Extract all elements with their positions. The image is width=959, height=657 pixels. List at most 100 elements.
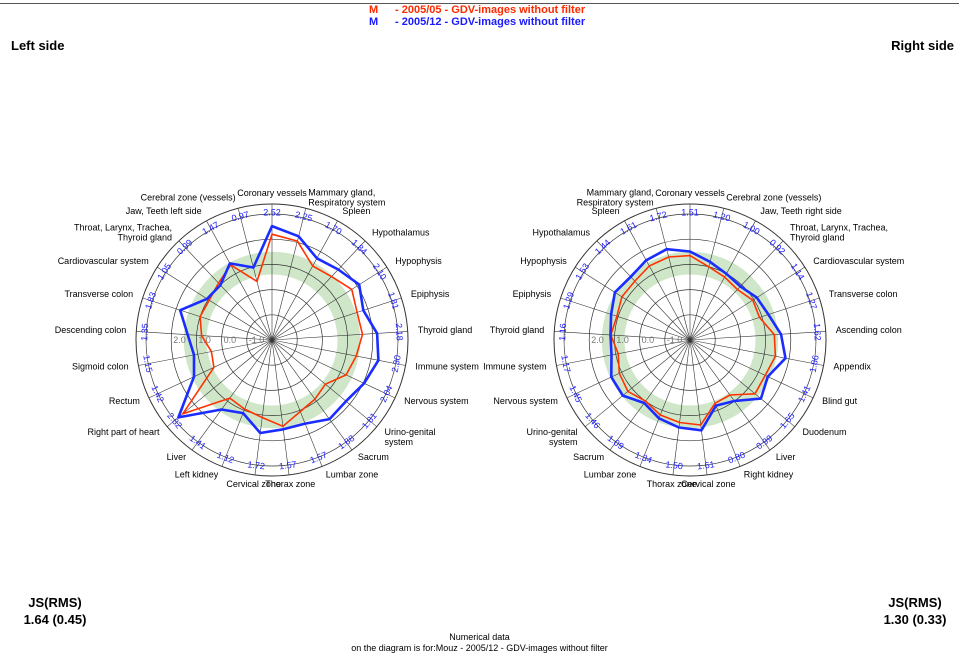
right-value-label: 1.72	[649, 209, 668, 223]
left-spoke	[157, 266, 273, 341]
left-value-label: 1.35	[139, 323, 150, 341]
right-value-label: 1.17	[559, 354, 572, 373]
left-value-label: 2.52	[263, 207, 281, 217]
left-spoke	[178, 240, 273, 341]
right-zone-label: Blind gut	[822, 397, 858, 407]
left-zone-label: Rectum	[109, 397, 140, 407]
left-ring-label: 0.0	[224, 335, 237, 345]
left-spoke	[271, 220, 338, 341]
right-value-label: 1.86	[808, 354, 821, 373]
legend-entry-1: M - 2005/05 - GDV-images without filter	[369, 4, 585, 16]
right-zone-label: Hypophysis	[520, 256, 567, 266]
right-spoke	[689, 331, 826, 341]
right-value-label: 1.50	[665, 459, 684, 471]
right-ring-label: 2.0	[591, 335, 604, 345]
right-value-label: 1.45	[567, 384, 584, 404]
left-zone-label: Thyroid gland	[418, 325, 473, 335]
right-spoke	[689, 297, 820, 341]
left-value-label: 1.72	[247, 459, 266, 471]
left-value-label: 1.42	[149, 384, 166, 404]
right-zone-label: Cardiovascular system	[813, 256, 904, 266]
left-zone-label: Hypothalamus	[372, 228, 430, 238]
right-spoke	[566, 339, 691, 399]
left-value-label: 1.05	[155, 262, 173, 282]
left-zone-label: Cervical zone	[226, 479, 281, 489]
right-spoke	[556, 339, 691, 366]
right-value-label: 1.27	[804, 291, 819, 311]
right-side-title: Right side	[891, 38, 954, 53]
right-ring-label: 1.0	[616, 335, 629, 345]
right-zone-label: Throat, Larynx, Trachea, Thyroid gland	[790, 223, 888, 243]
left-series-1-line	[181, 233, 364, 428]
left-spoke	[271, 339, 353, 451]
right-value-label: 1.29	[561, 291, 576, 311]
left-value-label: 1.57	[279, 459, 298, 471]
left-spoke	[191, 339, 273, 451]
left-value-label: 2.10	[371, 262, 389, 282]
left-value-label: 0.97	[231, 209, 250, 223]
left-value-label: 1.84	[350, 237, 370, 256]
left-spoke	[271, 331, 408, 341]
left-spoke	[206, 220, 273, 341]
left-zone-label: Coronary vessels	[237, 188, 307, 198]
left-value-label: 1.57	[309, 450, 329, 466]
right-series-1-line	[609, 254, 777, 426]
left-value-label: 1.83	[143, 291, 158, 311]
right-zone-label: Liver	[776, 452, 796, 462]
js-rms-left-label: JS(RMS)	[28, 595, 82, 610]
right-zone-label: Thyroid gland	[490, 325, 545, 335]
right-series-2-line	[609, 247, 787, 432]
right-value-label: 1.20	[712, 209, 731, 223]
left-spoke	[237, 208, 273, 341]
left-zone-label: Descending colon	[55, 325, 127, 335]
legend-entry-2: M - 2005/12 - GDV-images without filter	[369, 16, 585, 28]
js-rms-left: JS(RMS) 1.64 (0.45)	[14, 594, 96, 628]
right-value-label: 1.51	[681, 207, 699, 217]
right-spoke	[689, 266, 805, 341]
right-spoke	[689, 240, 784, 341]
right-zone-label: Appendix	[833, 362, 871, 372]
right-zone-label: Cerebral zone (vessels)	[726, 193, 821, 203]
right-value-label: 1.41	[796, 384, 813, 404]
left-zone-label: Sacrum	[358, 452, 389, 462]
right-zone-label: Urino-genital system	[526, 427, 577, 447]
right-spoke	[609, 339, 691, 451]
right-spoke	[575, 266, 691, 341]
right-ring-label: 0.0	[642, 335, 655, 345]
left-spoke	[271, 297, 402, 341]
left-zone-label: Nervous system	[404, 397, 469, 407]
left-spoke	[254, 339, 273, 475]
left-value-label: 1.81	[386, 291, 401, 311]
right-zone-label: Coronary vessels	[655, 188, 725, 198]
left-spoke	[138, 339, 273, 366]
legend-marker-2: M	[369, 16, 379, 28]
right-zone-label: Nervous system	[493, 397, 558, 407]
right-value-label: 1.44	[593, 237, 613, 256]
left-spoke	[271, 339, 290, 475]
js-rms-left-value: 1.64 (0.45)	[23, 612, 87, 627]
left-value-label: 1.15	[141, 354, 154, 373]
footer-note: Numerical data on the diagram is for:Mou…	[0, 632, 959, 654]
right-value-label: 0.80	[727, 450, 747, 466]
left-zone-label: Sigmoid colon	[72, 362, 129, 372]
left-zone-label: Mammary gland, Respiratory system	[308, 188, 385, 208]
right-zone-label: Jaw, Teeth right side	[760, 206, 841, 216]
right-spoke	[624, 220, 691, 341]
left-zone-label: Cardiovascular system	[58, 256, 149, 266]
left-value-label: 0.99	[175, 237, 195, 256]
left-zone-label: Epiphysis	[411, 289, 450, 299]
right-spoke	[639, 339, 691, 467]
right-spoke	[689, 339, 824, 366]
left-zone-label: Lumbar zone	[326, 470, 379, 480]
right-value-label: 0.92	[768, 237, 788, 256]
left-zone-label: Throat, Larynx, Trachea, Thyroid gland	[74, 223, 172, 243]
right-value-label: 1.61	[697, 459, 716, 471]
left-ring-label: 2.0	[173, 335, 186, 345]
right-value-label: 1.62	[812, 323, 823, 341]
left-spoke	[271, 339, 323, 467]
left-spoke	[221, 339, 273, 467]
left-side-title: Left side	[11, 38, 65, 53]
top-rule	[0, 3, 959, 4]
js-rms-right-value: 1.30 (0.33)	[883, 612, 947, 627]
